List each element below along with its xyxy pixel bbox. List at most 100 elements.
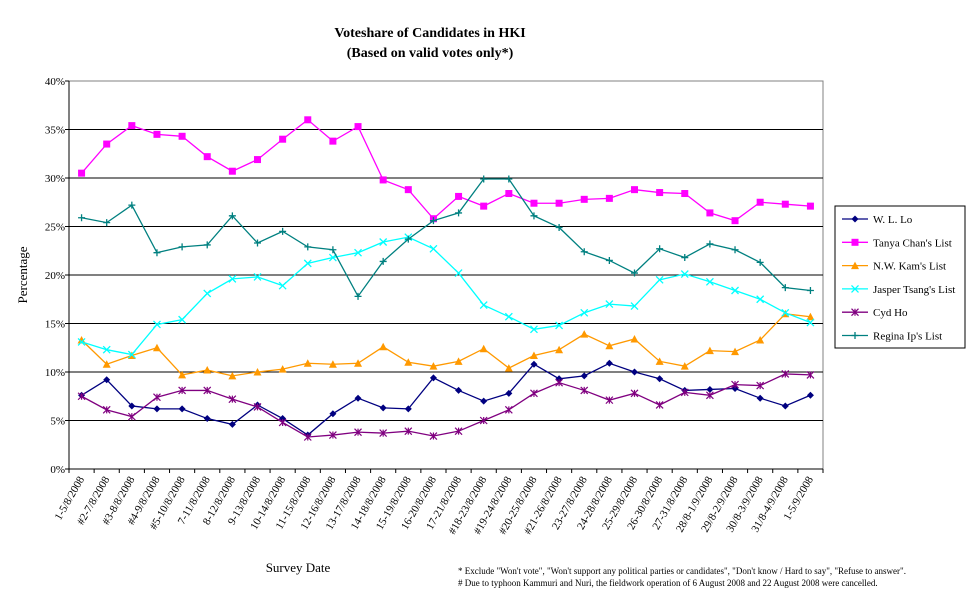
data-point xyxy=(379,238,388,246)
data-point xyxy=(254,239,261,247)
data-point xyxy=(605,341,614,350)
data-point xyxy=(781,200,789,208)
data-point xyxy=(756,394,764,402)
data-point xyxy=(228,212,236,220)
data-point xyxy=(404,405,412,413)
y-axis-ticks: 0% 5% 10% 15% 20% 25% 30% 35% 40% xyxy=(45,76,69,476)
y-tick-label: 15% xyxy=(45,319,65,331)
data-point xyxy=(731,246,739,254)
series-n-w-kam-s-list xyxy=(77,309,815,380)
legend-label: Regina Ip's List xyxy=(873,331,942,343)
data-point xyxy=(480,202,488,210)
data-point xyxy=(605,256,613,264)
data-point xyxy=(455,386,463,394)
legend-label: Jasper Tsang's List xyxy=(873,284,955,296)
x-axis-title: Survey Date xyxy=(266,560,331,575)
data-point xyxy=(127,412,136,421)
data-point xyxy=(354,292,362,300)
legend-item: Regina Ip's List xyxy=(842,331,942,343)
legend-item: W. L. Lo xyxy=(842,214,913,226)
data-point xyxy=(630,302,639,310)
data-point xyxy=(429,374,437,382)
data-point xyxy=(656,245,664,253)
data-point xyxy=(404,427,413,436)
data-point xyxy=(304,243,312,251)
series-cyd-ho xyxy=(77,370,815,441)
series-jasper-tsang-s-list xyxy=(77,233,815,359)
y-axis-title: Percentage xyxy=(15,246,30,303)
data-point xyxy=(781,308,790,317)
y-tick-label: 40% xyxy=(45,76,65,88)
data-point xyxy=(454,357,463,365)
y-tick-label: 0% xyxy=(50,464,65,476)
data-point xyxy=(303,259,312,268)
data-point xyxy=(580,248,588,256)
y-tick-label: 30% xyxy=(45,173,65,185)
legend-label: Tanya Chan's List xyxy=(873,237,952,249)
series-line xyxy=(81,118,811,222)
data-point xyxy=(480,397,488,405)
legend-item: Jasper Tsang's List xyxy=(842,284,955,296)
data-point xyxy=(479,301,488,310)
data-point xyxy=(731,286,739,295)
data-point xyxy=(605,396,614,405)
data-point xyxy=(404,235,412,243)
series-layer xyxy=(77,116,815,441)
data-point xyxy=(102,345,111,354)
data-point xyxy=(178,315,187,324)
y-tick-label: 10% xyxy=(45,367,65,379)
data-point xyxy=(530,360,538,368)
data-point xyxy=(454,269,463,278)
data-point xyxy=(128,122,136,130)
series-line xyxy=(81,362,811,436)
data-point xyxy=(605,300,614,309)
data-point xyxy=(630,389,639,398)
data-point xyxy=(851,215,859,223)
series-line xyxy=(81,313,811,377)
data-point xyxy=(303,433,312,441)
data-point xyxy=(228,371,237,380)
data-point xyxy=(706,385,714,393)
data-point xyxy=(253,272,262,281)
data-point xyxy=(504,364,513,372)
data-point xyxy=(655,357,664,365)
data-point xyxy=(77,392,86,401)
data-point xyxy=(228,167,236,175)
legend-label: N.W. Kam's List xyxy=(873,261,946,273)
data-point xyxy=(479,344,488,353)
data-point xyxy=(479,416,488,425)
data-point xyxy=(178,386,187,395)
data-point xyxy=(756,258,764,266)
data-point xyxy=(580,386,589,395)
data-point xyxy=(78,169,86,177)
data-point xyxy=(631,186,638,194)
data-point xyxy=(529,351,538,360)
data-point xyxy=(756,335,765,344)
legend-item: Tanya Chan's List xyxy=(842,237,952,249)
data-point xyxy=(455,209,463,217)
data-point xyxy=(705,277,714,286)
data-point xyxy=(103,140,111,148)
data-point xyxy=(555,345,564,354)
data-point xyxy=(505,389,513,397)
data-point xyxy=(153,320,161,329)
footnote-typhoon: # Due to typhoon Kammuri and Nuri, the f… xyxy=(458,578,878,588)
data-point xyxy=(304,116,312,124)
data-point xyxy=(404,358,413,366)
data-point xyxy=(153,249,161,257)
data-point xyxy=(404,186,412,194)
data-point xyxy=(329,137,337,145)
series-line xyxy=(81,178,811,298)
data-point xyxy=(756,381,765,390)
data-point xyxy=(806,202,814,210)
data-point xyxy=(680,388,689,397)
data-point xyxy=(555,223,563,231)
data-point xyxy=(429,217,437,225)
series-line xyxy=(81,236,811,356)
data-point xyxy=(731,380,739,389)
data-point xyxy=(203,386,212,395)
data-point xyxy=(329,246,337,254)
data-point xyxy=(354,359,363,367)
data-point xyxy=(203,153,211,161)
series-regina-ip-s-list xyxy=(78,175,814,300)
